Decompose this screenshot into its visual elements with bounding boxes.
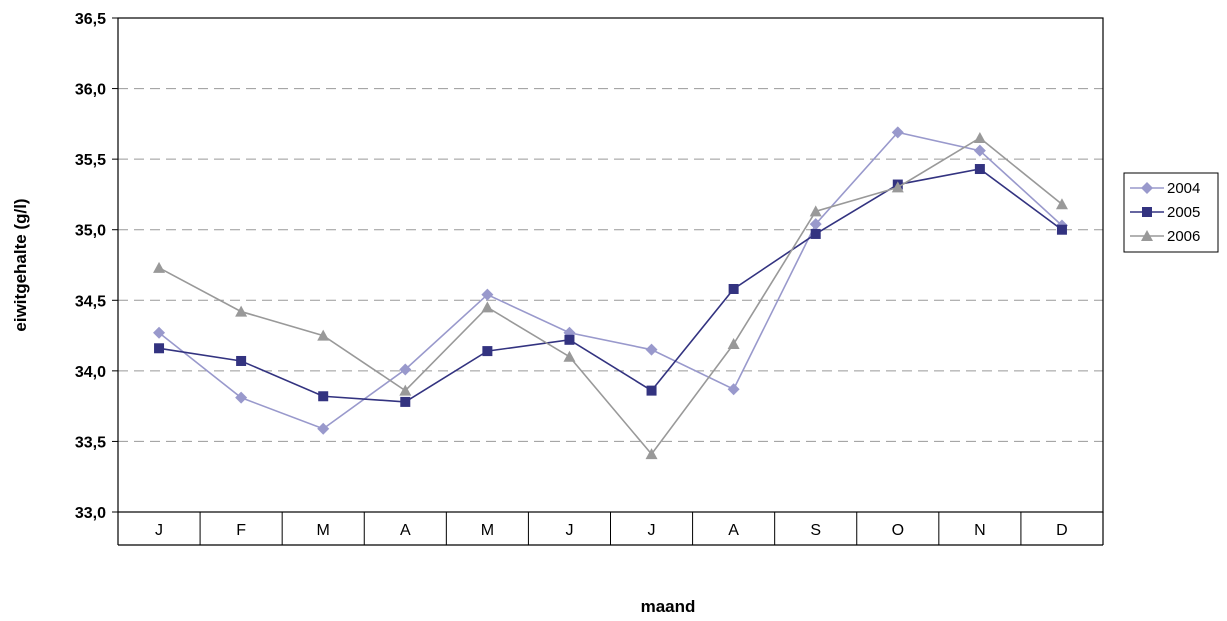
data-point xyxy=(235,391,248,404)
legend-item-2004: 2004 xyxy=(1130,180,1200,197)
x-tick-label: O xyxy=(892,522,904,539)
series-line xyxy=(158,136,1063,456)
x-tick-label: M xyxy=(317,522,330,539)
data-point xyxy=(236,355,247,366)
data-point xyxy=(891,181,904,193)
data-point xyxy=(563,350,576,362)
data-point xyxy=(153,261,166,273)
y-tick-label: 34,5 xyxy=(75,293,106,310)
x-tick-label: N xyxy=(974,522,986,539)
data-point xyxy=(400,396,411,407)
x-tick-label: A xyxy=(728,522,739,539)
legend: 2004 2005 2006 xyxy=(1123,172,1219,253)
data-point xyxy=(973,131,986,143)
y-tick-label: 34,0 xyxy=(75,364,106,381)
x-tick-label: M xyxy=(481,522,494,539)
x-tick-label: J xyxy=(155,522,163,539)
y-axis-ticks: 33,0 33,5 34,0 34,5 35,0 35,5 36,0 36,5 xyxy=(75,11,118,522)
data-point xyxy=(153,326,166,339)
series-layer xyxy=(153,126,1068,460)
x-tick-label: J xyxy=(648,522,656,539)
x-tick-label: S xyxy=(810,522,821,539)
y-tick-label: 33,5 xyxy=(75,434,106,451)
data-point xyxy=(1056,224,1067,235)
data-point xyxy=(154,343,165,354)
data-point xyxy=(1055,198,1068,210)
x-tick-label: A xyxy=(400,522,411,539)
series-2004 xyxy=(153,126,1068,435)
x-axis-title: maand xyxy=(641,597,696,616)
data-point xyxy=(646,385,657,396)
x-tick-label: D xyxy=(1056,522,1068,539)
legend-marker xyxy=(1142,207,1152,217)
legend-marker xyxy=(1141,182,1153,194)
data-point xyxy=(728,283,739,294)
series-2005 xyxy=(154,164,1067,407)
data-point xyxy=(645,343,658,356)
data-point xyxy=(564,334,575,345)
data-point xyxy=(974,164,985,175)
x-tick-label: F xyxy=(236,522,246,539)
y-tick-label: 36,5 xyxy=(75,11,106,28)
legend-label: 2004 xyxy=(1167,180,1200,197)
series-2006 xyxy=(153,131,1068,460)
data-point xyxy=(317,422,330,435)
data-point xyxy=(727,338,740,350)
data-point xyxy=(891,126,904,139)
data-point xyxy=(727,383,740,396)
legend-item-2006: 2006 xyxy=(1130,228,1200,245)
series-line xyxy=(158,131,1063,430)
data-point xyxy=(399,363,412,376)
data-point xyxy=(399,384,412,396)
data-point xyxy=(973,144,986,157)
data-point xyxy=(317,329,330,341)
data-point xyxy=(235,305,248,317)
legend-label: 2005 xyxy=(1167,204,1200,221)
data-point xyxy=(810,228,821,239)
series-line xyxy=(158,168,1063,403)
data-point xyxy=(809,205,822,217)
data-point xyxy=(481,288,494,301)
gridlines xyxy=(118,88,1103,442)
data-point xyxy=(481,301,494,313)
y-tick-label: 35,5 xyxy=(75,152,106,169)
y-axis-title: eiwitgehalte (g/l) xyxy=(11,198,30,331)
legend-item-2005: 2005 xyxy=(1130,204,1200,221)
x-tick-label: J xyxy=(565,522,573,539)
y-tick-label: 33,0 xyxy=(75,505,106,522)
legend-label: 2006 xyxy=(1167,228,1200,245)
legend-marker xyxy=(1141,230,1153,241)
y-tick-label: 35,0 xyxy=(75,223,106,240)
data-point xyxy=(809,218,822,231)
data-point xyxy=(482,346,493,357)
data-point xyxy=(645,448,658,460)
y-tick-label: 36,0 xyxy=(75,82,106,99)
data-point xyxy=(318,391,329,402)
plot-area xyxy=(117,17,1104,513)
